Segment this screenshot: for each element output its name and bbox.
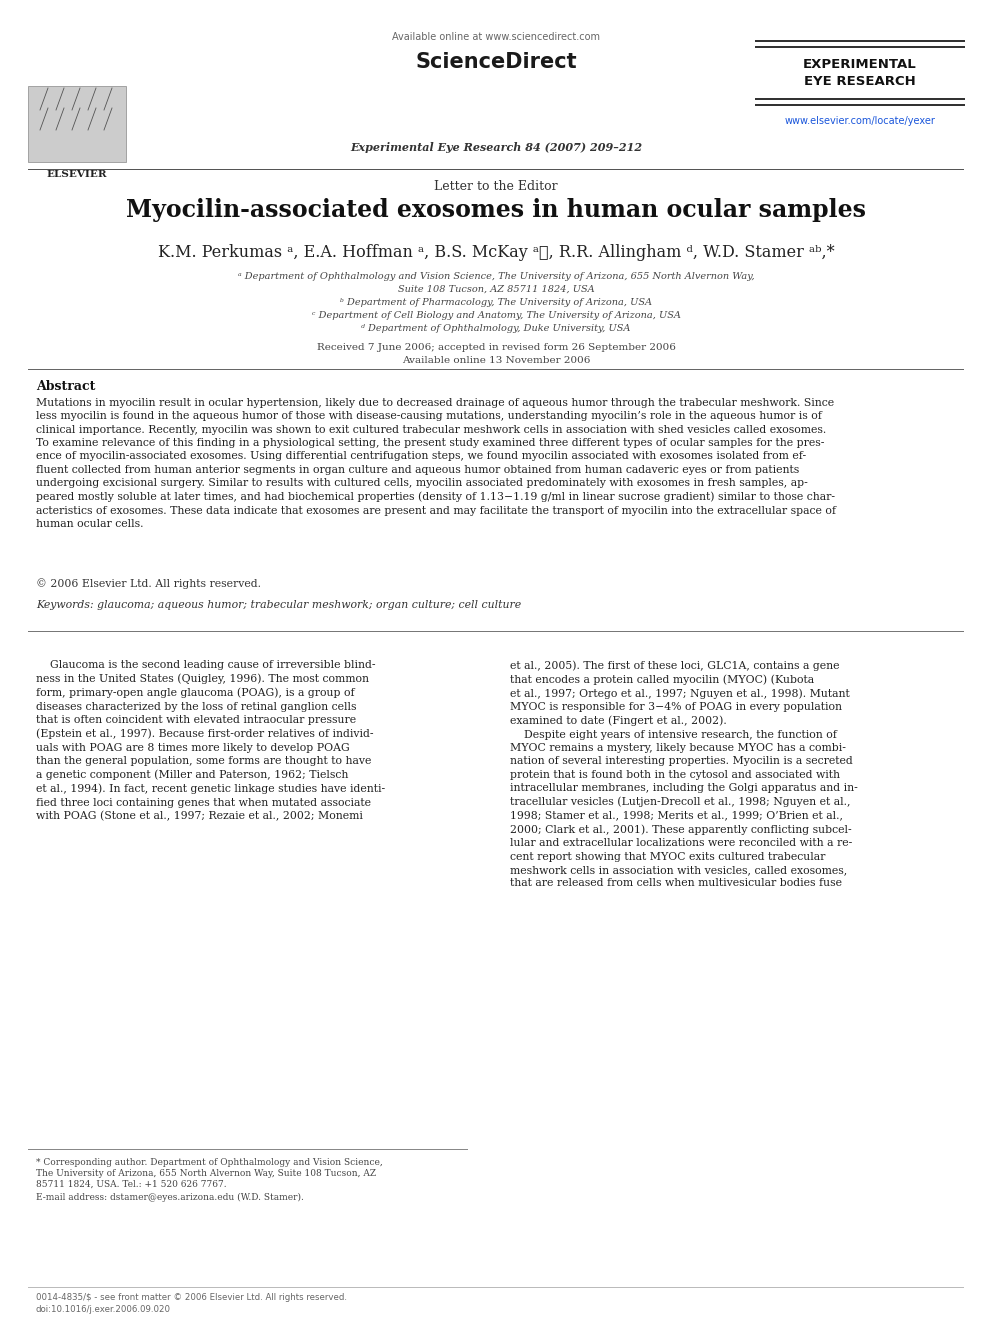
Text: © 2006 Elsevier Ltd. All rights reserved.: © 2006 Elsevier Ltd. All rights reserved… [36, 578, 261, 589]
Text: ᵃ Department of Ophthalmology and Vision Science, The University of Arizona, 655: ᵃ Department of Ophthalmology and Vision… [238, 273, 754, 280]
Bar [28, 86, 126, 161]
Text: Experimental Eye Research 84 (2007) 209–212: Experimental Eye Research 84 (2007) 209–… [350, 142, 642, 153]
Text: Letter to the Editor: Letter to the Editor [434, 180, 558, 193]
Text: E-mail address: dstamer@eyes.arizona.edu (W.D. Stamer).: E-mail address: dstamer@eyes.arizona.edu… [36, 1193, 304, 1203]
Text: Myocilin-associated exosomes in human ocular samples: Myocilin-associated exosomes in human oc… [126, 198, 866, 222]
Text: www.elsevier.com/locate/yexer: www.elsevier.com/locate/yexer [785, 116, 935, 126]
Text: Received 7 June 2006; accepted in revised form 26 September 2006
Available onlin: Received 7 June 2006; accepted in revise… [316, 343, 676, 365]
Text: Suite 108 Tucson, AZ 85711 1824, USA: Suite 108 Tucson, AZ 85711 1824, USA [398, 284, 594, 294]
Bar [28, 168, 964, 169]
Text: 85711 1824, USA. Tel.: +1 520 626 7767.: 85711 1824, USA. Tel.: +1 520 626 7767. [36, 1180, 226, 1189]
Text: Keywords: glaucoma; aqueous humor; trabecular meshwork; organ culture; cell cult: Keywords: glaucoma; aqueous humor; trabe… [36, 601, 521, 610]
Text: * Corresponding author. Department of Ophthalmology and Vision Science,: * Corresponding author. Department of Op… [36, 1158, 383, 1167]
Text: Available online at www.sciencedirect.com: Available online at www.sciencedirect.co… [392, 32, 600, 42]
Text: Mutations in myocilin result in ocular hypertension, likely due to decreased dra: Mutations in myocilin result in ocular h… [36, 398, 836, 529]
Text: ELSEVIER: ELSEVIER [47, 169, 107, 179]
Bar [755, 98, 965, 101]
Text: EXPERIMENTAL
EYE RESEARCH: EXPERIMENTAL EYE RESEARCH [804, 58, 917, 89]
Text: Abstract: Abstract [36, 380, 95, 393]
Text: Glaucoma is the second leading cause of irreversible blind-
ness in the United S: Glaucoma is the second leading cause of … [36, 660, 385, 822]
Text: The University of Arizona, 655 North Alvernon Way, Suite 108 Tucson, AZ: The University of Arizona, 655 North Alv… [36, 1170, 376, 1177]
Bar [755, 45, 965, 48]
Bar [28, 631, 964, 632]
Text: ᵇ Department of Pharmacology, The University of Arizona, USA: ᵇ Department of Pharmacology, The Univer… [340, 298, 652, 307]
Text: 0014-4835/$ - see front matter © 2006 Elsevier Ltd. All rights reserved.
doi:10.: 0014-4835/$ - see front matter © 2006 El… [36, 1293, 347, 1315]
Text: ScienceDirect: ScienceDirect [416, 52, 576, 71]
Bar [755, 103, 965, 106]
Text: et al., 2005). The first of these loci, GLC1A, contains a gene
that encodes a pr: et al., 2005). The first of these loci, … [510, 660, 858, 888]
Bar [28, 369, 964, 370]
Text: K.M. Perkumas ᵃ, E.A. Hoffman ᵃ, B.S. McKay ᵃⲜ, R.R. Allingham ᵈ, W.D. Stamer ᵃᵇ: K.M. Perkumas ᵃ, E.A. Hoffman ᵃ, B.S. Mc… [158, 243, 834, 261]
Text: ᵈ Department of Ophthalmology, Duke University, USA: ᵈ Department of Ophthalmology, Duke Univ… [361, 324, 631, 333]
Bar [755, 40, 965, 42]
Text: ᶜ Department of Cell Biology and Anatomy, The University of Arizona, USA: ᶜ Department of Cell Biology and Anatomy… [311, 311, 681, 320]
